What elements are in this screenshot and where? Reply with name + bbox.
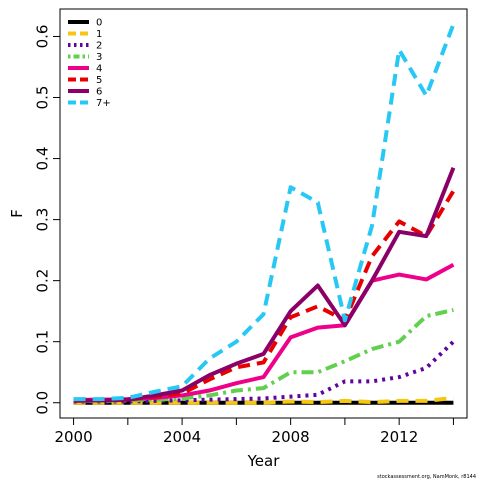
y-tick-label: 0.4	[34, 147, 52, 171]
y-axis-label: F	[8, 209, 26, 218]
series-line-7plus	[73, 23, 456, 402]
y-axis: 0.0 0.1 0.2 0.3 0.4 0.5 0.6	[34, 25, 60, 415]
x-axis-label: Year	[247, 452, 281, 470]
x-axis: 2000 2004 2008 2012	[54, 418, 454, 446]
y-tick-label: 0.0	[34, 391, 52, 415]
series-lines	[73, 23, 456, 405]
x-tick-label: 2000	[54, 428, 92, 446]
legend-label: 0	[96, 18, 102, 29]
y-tick-label: 0.1	[34, 330, 52, 354]
legend-label: 3	[96, 52, 102, 63]
credit-text: stockassessment.org, NamMonk, r8144	[377, 474, 476, 480]
y-tick-label: 0.5	[34, 86, 52, 110]
x-tick-label: 2012	[380, 428, 418, 446]
series-line-5	[73, 189, 456, 403]
plot-frame	[59, 8, 468, 419]
series-line-1	[73, 395, 454, 405]
legend-label: 5	[96, 75, 102, 86]
y-tick-label: 0.2	[34, 269, 52, 293]
x-tick-label: 2004	[163, 428, 201, 446]
legend-label: 2	[96, 41, 102, 52]
x-tick-label: 2008	[272, 428, 310, 446]
y-tick-label: 0.3	[34, 208, 52, 232]
legend-label: 6	[96, 87, 102, 98]
y-tick-label: 0.6	[34, 25, 52, 49]
legend-label: 1	[96, 29, 102, 40]
series-line-2	[73, 340, 455, 404]
legend-label: 7+	[96, 98, 111, 109]
series-line-6	[73, 166, 456, 403]
legend-label: 4	[96, 64, 102, 75]
series-line-4	[73, 263, 455, 402]
